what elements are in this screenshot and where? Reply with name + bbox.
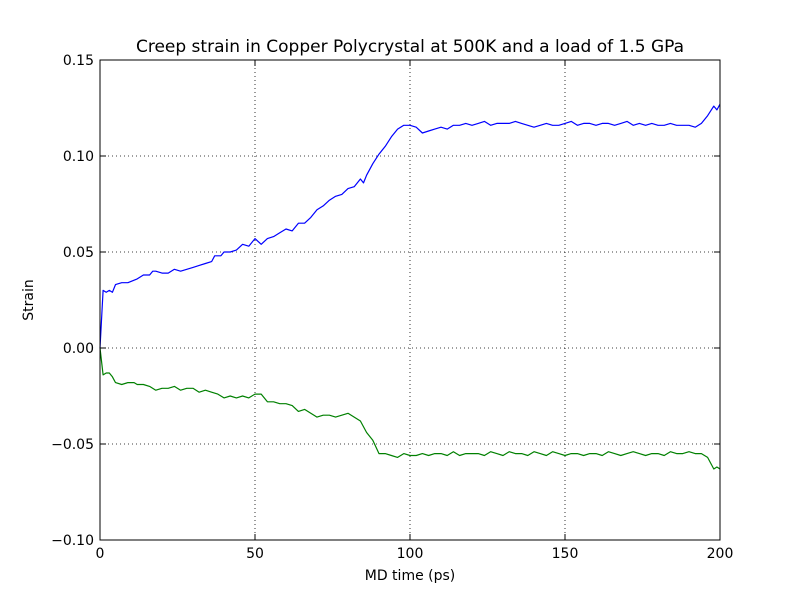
x-axis-label: MD time (ps) xyxy=(365,568,456,584)
series-layer xyxy=(99,103,721,470)
series-line-green xyxy=(99,347,721,470)
y-tick-label: 0.00 xyxy=(63,341,94,357)
x-tick-label: 100 xyxy=(397,546,424,562)
grid xyxy=(100,60,720,540)
x-tick-label: 0 xyxy=(96,546,105,562)
y-tick-label: 0.15 xyxy=(63,53,94,69)
x-tick-label: 200 xyxy=(707,546,734,562)
y-tick-label: −0.05 xyxy=(51,437,94,453)
y-axis-label: Strain xyxy=(21,279,37,320)
y-tick-label: −0.10 xyxy=(51,533,94,549)
y-tick-label: 0.05 xyxy=(63,245,94,261)
ticks: 0 50 100 150 200 −0.10 −0.05 0.00 0.05 0.10 0.15 xyxy=(51,53,733,562)
x-tick-label: 150 xyxy=(552,546,579,562)
x-tick-label: 50 xyxy=(246,546,264,562)
series-line-blue xyxy=(99,103,721,349)
y-tick-label: 0.10 xyxy=(63,149,94,165)
chart-title: Creep strain in Copper Polycrystal at 50… xyxy=(136,37,684,57)
